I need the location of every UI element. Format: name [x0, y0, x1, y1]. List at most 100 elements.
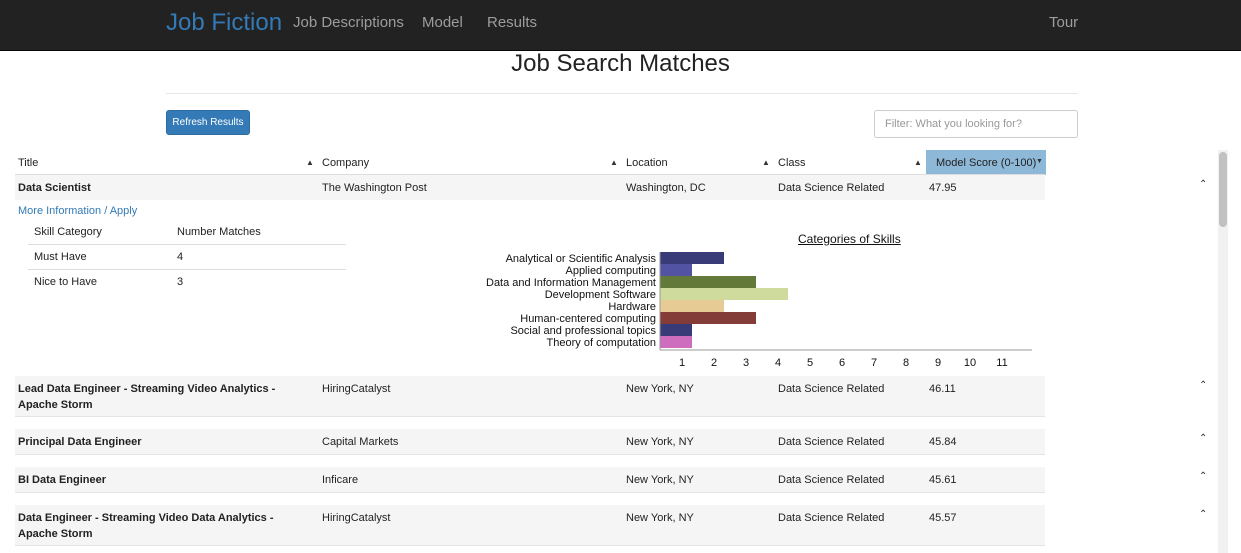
row-class: Data Science Related [778, 436, 885, 448]
table-row[interactable] [15, 467, 1045, 492]
header-class-label: Class [778, 156, 806, 169]
expand-icon[interactable]: ⌃ [1199, 471, 1208, 482]
chart-bar [660, 324, 692, 336]
chart-category-label: Human-centered computing [520, 313, 656, 325]
title-divider [166, 93, 1078, 94]
chart-bar [660, 300, 724, 312]
scrollbar-thumb[interactable] [1219, 152, 1227, 227]
row-location: New York, NY [626, 512, 694, 524]
header-title[interactable]: Title ▲︎ [15, 150, 318, 175]
chart-tick-label: 6 [839, 357, 845, 369]
sort-icon[interactable]: ▲︎ [914, 158, 922, 167]
chart-bar [660, 288, 788, 300]
chart-category-label: Social and professional topics [510, 325, 656, 337]
nav-model[interactable]: Model [422, 14, 463, 31]
chart-category-label: Analytical or Scientific Analysis [506, 253, 657, 265]
header-model-score[interactable]: Model Score (0-100) ▼ [926, 150, 1046, 175]
header-company[interactable]: Company ▲︎ [319, 150, 622, 175]
sort-icon[interactable]: ▲︎ [610, 158, 618, 167]
chart-category-label: Data and Information Management [486, 277, 656, 289]
skill-table-divider [28, 269, 346, 270]
number-matches-header: Number Matches [177, 226, 261, 238]
row-divider [15, 492, 1045, 493]
header-divider [15, 174, 1045, 175]
row-company: HiringCatalyst [322, 383, 391, 395]
row-score: 45.84 [929, 436, 957, 448]
navbar: Job Fiction Job Descriptions Model Resul… [0, 0, 1241, 51]
header-location[interactable]: Location ▲︎ [623, 150, 774, 175]
row-title: Data Engineer - Streaming Video Data Ana… [18, 512, 274, 540]
nav-results[interactable]: Results [487, 14, 538, 31]
sort-icon[interactable]: ▲︎ [762, 158, 770, 167]
chart-tick-label: 4 [775, 357, 781, 369]
chart-tick-label: 9 [935, 357, 941, 369]
chart-category-label: Theory of computation [547, 337, 656, 349]
nav-job-descriptions[interactable]: Job Descriptions [293, 14, 404, 31]
filter-input[interactable] [874, 110, 1078, 138]
refresh-results-button[interactable]: Refresh Results [166, 110, 250, 135]
chart-category-label: Development Software [545, 289, 656, 301]
row-score: 46.11 [929, 383, 956, 395]
header-score-label: Model Score (0-100) [936, 156, 1037, 169]
row-class: Data Science Related [778, 474, 885, 486]
chart-bar [660, 252, 724, 264]
chart-tick-label: 2 [711, 357, 717, 369]
row-location: Washington, DC [626, 182, 706, 194]
header-company-label: Company [322, 156, 370, 169]
skill-matches: 4 [177, 251, 184, 263]
expand-icon[interactable]: ⌃ [1199, 509, 1208, 520]
brand-logo[interactable]: Job Fiction [166, 9, 283, 36]
skill-category: Nice to Have [34, 276, 97, 288]
header-location-label: Location [626, 156, 668, 169]
chart-tick-label: 1 [679, 357, 685, 369]
chart-bar [660, 276, 756, 288]
skill-table-divider [28, 244, 346, 245]
row-company: HiringCatalyst [322, 512, 391, 524]
chart-tick-label: 3 [743, 357, 749, 369]
table-row[interactable] [15, 376, 1045, 416]
header-title-label: Title [18, 156, 39, 169]
row-location: New York, NY [626, 383, 694, 395]
row-divider [15, 545, 1045, 546]
collapse-icon[interactable]: ⌃ [1199, 179, 1208, 190]
row-score: 45.61 [929, 474, 957, 486]
row-company: Inficare [322, 474, 359, 486]
row-class: Data Science Related [778, 383, 885, 395]
expand-icon[interactable]: ⌃ [1199, 380, 1208, 391]
row-score: 47.95 [929, 182, 957, 194]
chart-bar [660, 312, 756, 324]
table-row[interactable] [15, 429, 1045, 454]
chart-bar [660, 336, 692, 348]
chart-tick-label: 10 [964, 357, 976, 369]
more-information-apply-link[interactable]: More Information / Apply [18, 205, 138, 217]
row-class: Data Science Related [778, 512, 885, 524]
nav-tour[interactable]: Tour [1049, 14, 1079, 31]
row-score: 45.57 [929, 512, 957, 524]
row-location: New York, NY [626, 474, 694, 486]
expand-icon[interactable]: ⌃ [1199, 433, 1208, 444]
scrollbar-track[interactable] [1218, 150, 1228, 553]
table-row[interactable] [15, 505, 1045, 545]
header-class[interactable]: Class ▲︎ [775, 150, 925, 175]
row-location: New York, NY [626, 436, 694, 448]
skills-bar-chart: Analytical or Scientific AnalysisApplied… [486, 252, 1032, 369]
row-title: Lead Data Engineer - Streaming Video Ana… [18, 383, 276, 411]
row-title: Principal Data Engineer [18, 436, 142, 448]
chart-category-label: Applied computing [565, 265, 656, 277]
table-row[interactable] [15, 175, 1045, 200]
chart-title: Categories of Skills [798, 232, 901, 246]
row-title: BI Data Engineer [18, 474, 107, 486]
row-divider [15, 416, 1045, 417]
sort-desc-icon[interactable]: ▼ [1036, 158, 1043, 165]
chart-tick-label: 11 [996, 357, 1007, 369]
sort-icon[interactable]: ▲︎ [306, 158, 314, 167]
skill-category: Must Have [34, 251, 87, 263]
chart-tick-label: 5 [807, 357, 813, 369]
row-class: Data Science Related [778, 182, 885, 194]
page-title: Job Search Matches [511, 50, 730, 77]
chart-category-label: Hardware [608, 301, 656, 313]
row-divider [15, 454, 1045, 455]
skill-category-header: Skill Category [34, 226, 102, 238]
skill-matches: 3 [177, 276, 184, 288]
row-company: Capital Markets [322, 436, 399, 448]
